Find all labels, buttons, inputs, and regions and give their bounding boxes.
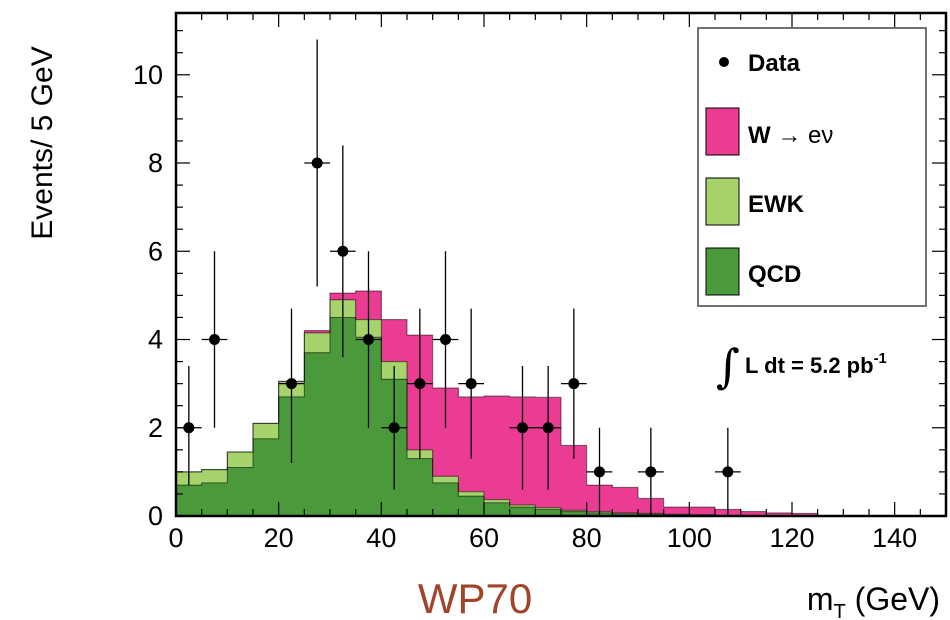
x-tick-label-120: 120 bbox=[769, 523, 814, 553]
data-point-3 bbox=[311, 157, 323, 169]
bar-qcd-0 bbox=[176, 485, 202, 516]
bar-w-enu-23 bbox=[766, 512, 792, 516]
data-point-13 bbox=[594, 466, 605, 478]
bar-qcd-1 bbox=[201, 482, 228, 516]
data-point-9 bbox=[465, 378, 477, 390]
legend-entry-w: W → eν bbox=[705, 107, 833, 156]
bar-qcd-12 bbox=[484, 502, 510, 516]
x-axis-label-unit: (GeV) bbox=[846, 581, 940, 617]
legend-label-w: W → eν bbox=[748, 122, 833, 149]
data-point-8 bbox=[440, 334, 451, 346]
data-point-1 bbox=[209, 334, 220, 346]
x-tick-label-0: 0 bbox=[168, 523, 183, 553]
data-point-4 bbox=[337, 245, 349, 257]
y-tick-label-10: 10 bbox=[133, 60, 163, 90]
bar-w-enu-5 bbox=[304, 330, 330, 333]
legend-swatch-qcd bbox=[705, 247, 740, 296]
bar-ewk-2 bbox=[227, 452, 253, 468]
data-point-5 bbox=[363, 334, 374, 346]
bar-ewk-5 bbox=[304, 332, 330, 353]
legend-entry-data: Data bbox=[719, 50, 801, 77]
legend-label-ewk: EWK bbox=[748, 191, 805, 218]
bar-ewk-14 bbox=[535, 507, 561, 510]
chart-caption: WP70 bbox=[418, 575, 532, 620]
legend-label-qcd: QCD bbox=[748, 261, 801, 288]
legend-swatch-ewk bbox=[705, 177, 740, 226]
bar-ewk-13 bbox=[509, 504, 536, 508]
y-tick-label-4: 4 bbox=[148, 325, 163, 355]
bar-ewk-10 bbox=[432, 476, 459, 483]
bar-w-enu-12 bbox=[484, 395, 510, 500]
bar-qcd-2 bbox=[227, 467, 253, 516]
bar-qcd-5 bbox=[304, 352, 330, 516]
bar-qcd-11 bbox=[458, 496, 484, 516]
legend-data-marker bbox=[719, 57, 729, 67]
bar-qcd-9 bbox=[407, 458, 433, 516]
x-tick-label-40: 40 bbox=[366, 523, 396, 553]
x-tick-label-140: 140 bbox=[872, 523, 917, 553]
data-point-6 bbox=[388, 422, 400, 434]
bar-qcd-13 bbox=[509, 507, 536, 516]
luminosity-annotation: ∫ L dt = 5.2 pb-1 bbox=[716, 339, 887, 393]
legend-label-data: Data bbox=[748, 50, 801, 77]
data-points bbox=[183, 157, 734, 478]
bar-w-enu-20 bbox=[689, 507, 715, 515]
legend-label-w-suffix: → eν bbox=[771, 122, 834, 149]
legend-entry-qcd: QCD bbox=[705, 247, 801, 296]
data-point-7 bbox=[414, 378, 426, 390]
legend-entry-ewk: EWK bbox=[705, 177, 805, 226]
x-axis-label: mT (GeV) bbox=[807, 581, 940, 620]
data-point-15 bbox=[722, 466, 734, 478]
x-axis-label-sub: T bbox=[834, 601, 846, 620]
data-point-12 bbox=[568, 378, 580, 390]
bar-qcd-14 bbox=[535, 509, 561, 516]
x-axis-label-main: m bbox=[807, 581, 834, 617]
y-axis-label: Events/ 5 GeV bbox=[26, 46, 59, 239]
bar-w-enu-19 bbox=[663, 507, 690, 515]
data-point-10 bbox=[517, 422, 528, 434]
data-point-11 bbox=[542, 422, 554, 434]
bar-w-enu-22 bbox=[740, 511, 767, 516]
x-tick-label-80: 80 bbox=[572, 523, 602, 553]
x-tick-label-100: 100 bbox=[667, 523, 712, 553]
bar-ewk-3 bbox=[253, 423, 279, 439]
bar-qcd-10 bbox=[432, 482, 459, 516]
stacked-histogram bbox=[176, 290, 819, 517]
bar-w-enu-8 bbox=[381, 319, 407, 362]
y-tick-label-2: 2 bbox=[148, 413, 163, 443]
legend: Data W → eν EWK QCD bbox=[697, 27, 927, 307]
integral-sign: ∫ bbox=[716, 339, 740, 393]
data-point-14 bbox=[645, 466, 657, 478]
bar-w-enu-24 bbox=[792, 513, 818, 516]
bar-ewk-12 bbox=[484, 499, 510, 503]
x-tick-label-60: 60 bbox=[469, 523, 499, 553]
legend-swatch-w bbox=[705, 107, 740, 156]
bar-ewk-15 bbox=[561, 510, 587, 512]
y-tick-label-6: 6 bbox=[148, 236, 163, 266]
luminosity-text: L dt = 5.2 pb-1 bbox=[745, 350, 887, 378]
bar-ewk-11 bbox=[458, 491, 484, 497]
bar-w-enu-17 bbox=[612, 487, 638, 513]
tick-labels: 0 20 40 60 80 100 120 140 0 2 4 6 8 10 bbox=[133, 60, 917, 553]
bar-qcd-15 bbox=[561, 511, 587, 516]
bar-qcd-3 bbox=[253, 438, 279, 516]
y-tick-label-0: 0 bbox=[148, 501, 163, 531]
x-tick-label-20: 20 bbox=[264, 523, 294, 553]
y-tick-label-8: 8 bbox=[148, 148, 163, 178]
axis-ticks bbox=[175, 13, 947, 517]
bar-ewk-1 bbox=[201, 469, 228, 483]
data-point-2 bbox=[286, 378, 297, 390]
luminosity-exponent: -1 bbox=[874, 350, 887, 367]
